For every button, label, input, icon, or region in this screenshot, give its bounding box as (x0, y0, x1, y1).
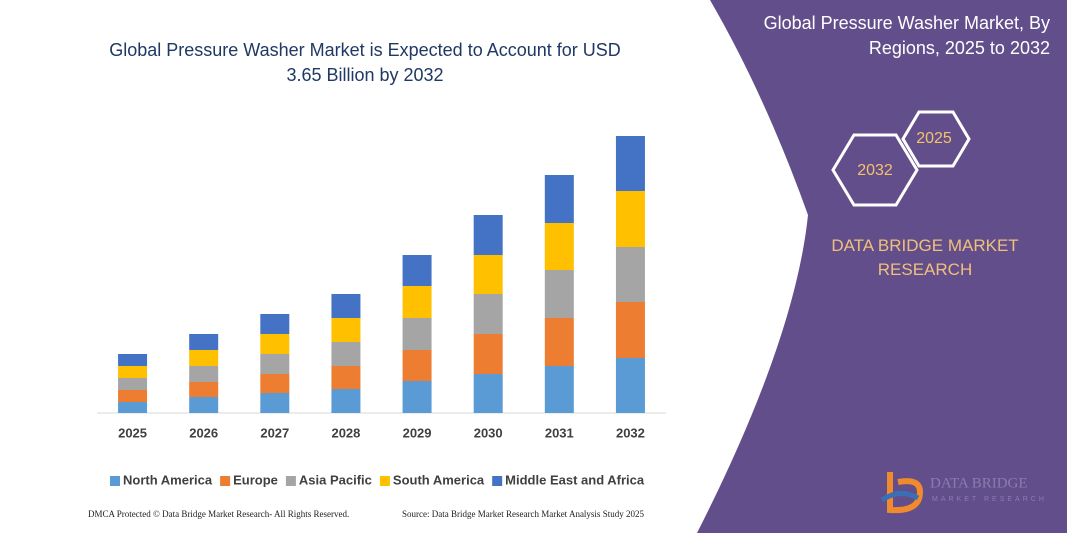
bar-segment (473, 294, 503, 334)
bar-segment (544, 270, 574, 318)
logo-name: DATA BRIDGE (930, 475, 1028, 491)
x-tick-label: 2025 (118, 425, 147, 440)
bar-segment (260, 393, 290, 413)
panel-title: Global Pressure Washer Market, By Region… (763, 13, 1050, 58)
logo-icon (880, 472, 924, 514)
bar-segment (331, 366, 361, 389)
bar-segment (473, 255, 503, 294)
legend-swatch (110, 476, 120, 486)
legend-swatch (379, 476, 390, 486)
bar-segment (331, 294, 361, 318)
hexagon-label: 2032 (857, 162, 893, 179)
bar-segment (189, 382, 219, 397)
bar-segment (331, 342, 361, 366)
footer-right: Source: Data Bridge Market Research Mark… (402, 509, 644, 519)
legend-swatch (285, 476, 296, 486)
bar-segment (615, 247, 645, 302)
hexagon (831, 133, 919, 207)
legend-label: Europe (233, 472, 278, 487)
bar-segment (189, 350, 219, 366)
bar-segment (118, 366, 148, 378)
x-tick-label: 2032 (616, 425, 645, 440)
x-tick-label: 2028 (331, 425, 360, 440)
legend-label: South America (393, 472, 485, 487)
x-tick-label: 2026 (189, 425, 218, 440)
brand: DATA BRIDGE MARKET RESEARCH (831, 236, 1019, 279)
hexagon (901, 110, 971, 168)
legend-swatch (220, 476, 231, 486)
x-tick-label: 2031 (545, 425, 574, 440)
legend-label: Middle East and Africa (505, 472, 645, 487)
legend-label: North America (123, 472, 213, 487)
x-tick-label: 2027 (260, 425, 289, 440)
bar-segment (473, 374, 503, 413)
bar-segment (118, 390, 148, 402)
chart-title: Global Pressure Washer Market is Expecte… (109, 40, 621, 85)
bar-segment (473, 334, 503, 374)
bar-segment (615, 302, 645, 358)
legend-label: Asia Pacific (299, 472, 372, 487)
footer-left: DMCA Protected © Data Bridge Market Rese… (88, 509, 349, 519)
bar-segment (615, 358, 645, 413)
bar-segment (189, 334, 219, 350)
hexagon-label: 2025 (916, 130, 952, 147)
bar-segment (615, 191, 645, 247)
bar-segment (544, 318, 574, 366)
bar-segment (331, 389, 361, 413)
legend-swatch (492, 476, 503, 486)
x-tick-label: 2029 (403, 425, 432, 440)
bar-segment (260, 334, 290, 354)
bar-segment (544, 223, 574, 270)
bar-segment (118, 354, 148, 366)
bar-segment (402, 318, 432, 350)
bar-segment (402, 255, 432, 286)
bar-segment (189, 397, 219, 413)
bar-segment (402, 381, 432, 413)
bar-segment (118, 402, 148, 413)
bar-segment (260, 314, 290, 334)
bar-segment (189, 366, 219, 382)
bar-segment (331, 318, 361, 342)
bar-segment (260, 354, 290, 374)
bar-segment (118, 378, 148, 390)
side-panel (697, 0, 1067, 533)
bar-segment (615, 136, 645, 191)
bar-segment (544, 175, 574, 223)
bar-segment (544, 366, 574, 413)
bar-segment (402, 350, 432, 381)
bar-segment (473, 215, 503, 255)
bar-segment (402, 286, 432, 318)
logo-tagline: MARKET RESEARCH (932, 496, 1047, 503)
x-tick-label: 2030 (474, 425, 503, 440)
bar-segment (260, 374, 290, 393)
